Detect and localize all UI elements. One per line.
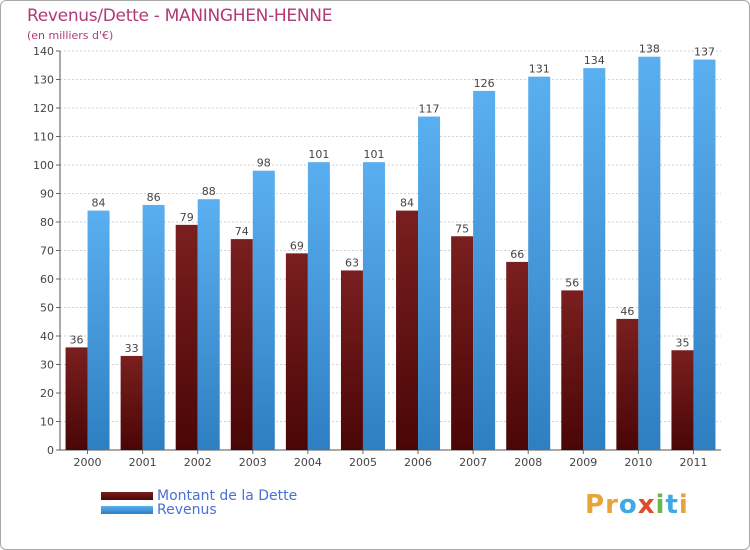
data-label-revenus: 88 bbox=[202, 185, 216, 198]
y-tick-label: 110 bbox=[33, 131, 54, 144]
data-label-revenus: 134 bbox=[584, 54, 605, 67]
y-tick-label: 60 bbox=[40, 273, 54, 286]
y-tick-label: 70 bbox=[40, 245, 54, 258]
data-label-dette: 46 bbox=[620, 305, 634, 318]
y-tick-label: 120 bbox=[33, 102, 54, 115]
data-label-revenus: 117 bbox=[419, 103, 440, 116]
bar-revenus bbox=[473, 90, 496, 451]
bar-revenus bbox=[583, 68, 606, 450]
legend-swatch-revenus bbox=[101, 506, 153, 514]
data-label-revenus: 138 bbox=[639, 43, 660, 56]
logo-letter: r bbox=[605, 490, 619, 520]
bar-dette bbox=[506, 261, 529, 450]
x-tick-label: 2009 bbox=[569, 456, 597, 469]
logo-letter: i bbox=[678, 490, 689, 520]
chart-subtitle: (en milliers d'€) bbox=[27, 29, 114, 42]
bar-revenus bbox=[638, 56, 661, 450]
y-tick-label: 0 bbox=[47, 444, 54, 457]
bar-revenus bbox=[142, 204, 165, 450]
x-tick-label: 2001 bbox=[129, 456, 157, 469]
logo-letter: i bbox=[655, 490, 666, 520]
bar-dette bbox=[671, 350, 694, 450]
x-tick-label: 2004 bbox=[294, 456, 322, 469]
bar-dette bbox=[396, 210, 419, 450]
legend-label-dette: Montant de la Dette bbox=[157, 488, 298, 504]
data-label-dette: 84 bbox=[400, 197, 414, 210]
data-label-revenus: 131 bbox=[529, 63, 550, 76]
x-tick-label: 2005 bbox=[349, 456, 377, 469]
data-label-dette: 56 bbox=[565, 276, 579, 289]
y-tick-label: 50 bbox=[40, 302, 54, 315]
data-label-revenus: 101 bbox=[308, 148, 329, 161]
bar-revenus bbox=[307, 162, 330, 450]
bar-dette bbox=[340, 270, 363, 450]
x-tick-label: 2003 bbox=[239, 456, 267, 469]
bar-dette bbox=[616, 318, 639, 450]
logo-letter: P bbox=[585, 490, 606, 520]
data-label-revenus: 84 bbox=[92, 197, 106, 210]
y-tick-label: 30 bbox=[40, 359, 54, 372]
data-label-dette: 79 bbox=[180, 211, 194, 224]
bar-revenus bbox=[362, 162, 385, 450]
data-label-dette: 75 bbox=[455, 222, 469, 235]
logo-letter: t bbox=[665, 490, 679, 520]
bar-dette bbox=[230, 239, 253, 450]
bar-revenus bbox=[252, 170, 275, 450]
y-tick-label: 20 bbox=[40, 387, 54, 400]
y-tick-label: 40 bbox=[40, 330, 54, 343]
axes: 0 10 20 30 40 50 60 70 80 90 100 110 120 130 140 2000 20… bbox=[33, 45, 721, 469]
y-tick-label: 100 bbox=[33, 159, 54, 172]
x-tick-label: 2000 bbox=[74, 456, 102, 469]
x-tick-label: 2002 bbox=[184, 456, 212, 469]
logo-letter: x bbox=[637, 490, 656, 520]
x-tick-label: 2006 bbox=[404, 456, 432, 469]
x-tick-label: 2011 bbox=[679, 456, 707, 469]
bar-dette bbox=[175, 224, 198, 450]
y-tick-label: 140 bbox=[33, 45, 54, 58]
data-label-revenus: 126 bbox=[474, 77, 495, 90]
legend-label-revenus: Revenus bbox=[157, 502, 217, 518]
data-label-dette: 74 bbox=[235, 225, 249, 238]
y-tick-label: 90 bbox=[40, 188, 54, 201]
data-label-revenus: 101 bbox=[363, 148, 384, 161]
data-label-dette: 35 bbox=[675, 336, 689, 349]
data-label-dette: 63 bbox=[345, 256, 359, 269]
bar-revenus bbox=[418, 116, 441, 451]
bar-revenus bbox=[693, 59, 716, 451]
data-label-dette: 33 bbox=[125, 342, 139, 355]
x-tick-label: 2008 bbox=[514, 456, 542, 469]
bar-revenus bbox=[87, 210, 110, 450]
data-labels: 36 84 33 86 79 88 74 98 69 101 63 101 84 117 75 126 66 13… bbox=[70, 43, 715, 355]
y-tick-label: 10 bbox=[40, 416, 54, 429]
bar-revenus bbox=[528, 76, 551, 451]
chart-title: Revenus/Dette - MANINGHEN-HENNE bbox=[27, 6, 333, 26]
data-label-dette: 69 bbox=[290, 239, 304, 252]
y-tick-label: 80 bbox=[40, 216, 54, 229]
bar-dette bbox=[120, 355, 143, 450]
data-label-revenus: 86 bbox=[147, 191, 161, 204]
bar-dette bbox=[561, 290, 584, 450]
logo-letter: o bbox=[618, 490, 638, 520]
proxiti-logo: Proxiti bbox=[585, 490, 689, 520]
bar-dette bbox=[285, 253, 308, 450]
bars bbox=[65, 56, 716, 451]
x-tick-label: 2010 bbox=[624, 456, 652, 469]
x-tick-label: 2007 bbox=[459, 456, 487, 469]
data-label-revenus: 137 bbox=[694, 46, 715, 59]
bar-dette bbox=[65, 347, 88, 450]
data-label-dette: 36 bbox=[70, 333, 84, 346]
data-label-dette: 66 bbox=[510, 248, 524, 261]
bar-revenus bbox=[197, 199, 220, 450]
y-tick-label: 130 bbox=[33, 74, 54, 87]
data-label-revenus: 98 bbox=[257, 157, 271, 170]
legend-swatch-dette bbox=[101, 492, 153, 500]
bar-dette bbox=[451, 236, 474, 450]
